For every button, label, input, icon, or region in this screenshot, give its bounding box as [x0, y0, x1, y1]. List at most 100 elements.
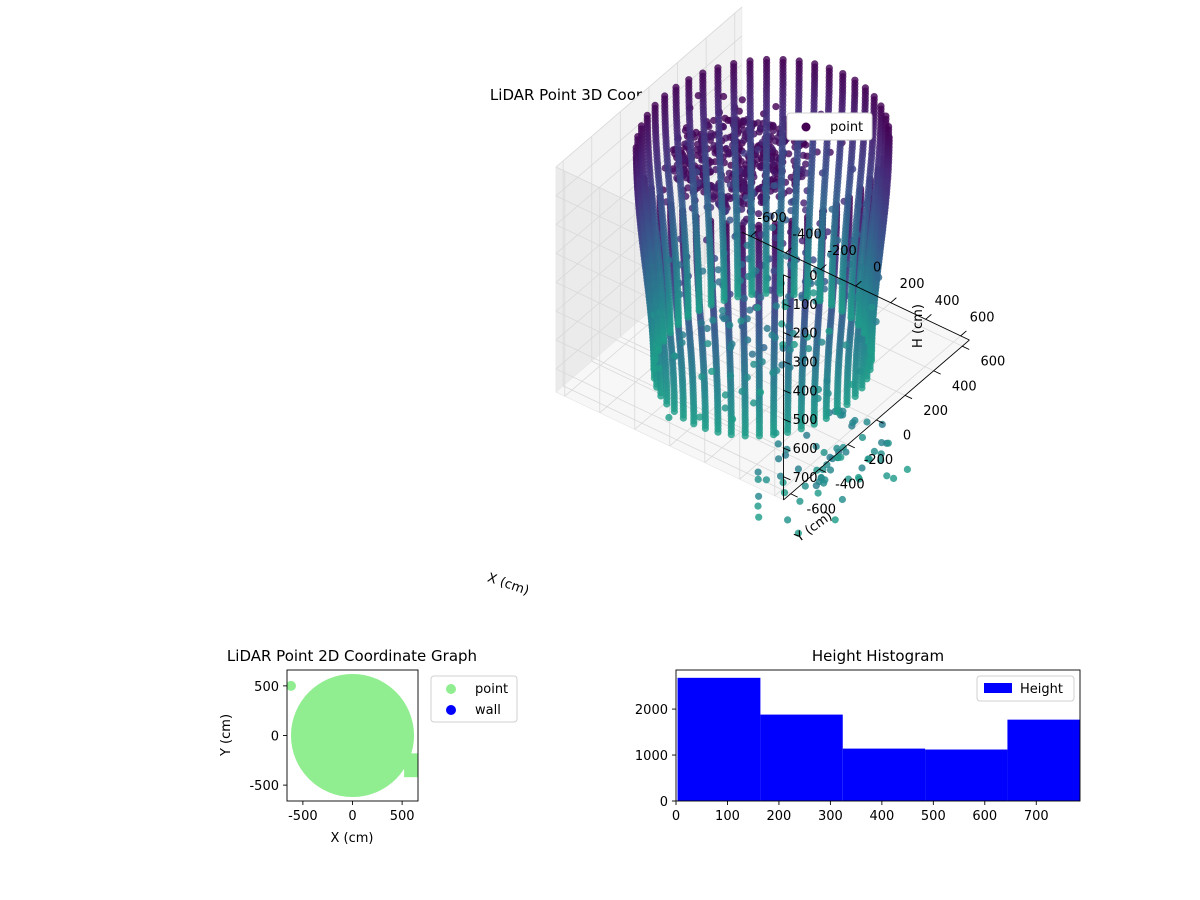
data-point [755, 432, 764, 440]
z-tick-label: 500 [793, 413, 818, 428]
chart-2d-title: LiDAR Point 2D Coordinate Graph [227, 647, 477, 665]
x-tick-label: 500 [390, 809, 415, 824]
data-point [798, 294, 806, 302]
data-point [813, 466, 821, 474]
data-point [709, 282, 717, 290]
data-point [727, 431, 735, 439]
x-tick-label: 300 [818, 809, 843, 824]
data-point [714, 428, 722, 436]
data-point [770, 406, 778, 414]
data-point [831, 516, 839, 524]
chart-3d-legend-marker [801, 122, 811, 132]
data-point [818, 338, 826, 346]
data-point [805, 345, 813, 353]
z-tick-label: 300 [793, 355, 818, 370]
data-point [692, 168, 701, 176]
data-point [825, 64, 833, 72]
chart-3d-axes: -600-400-2000200400600-600-400-200020040… [741, 211, 1005, 517]
x-tick-label: 0 [348, 809, 356, 824]
data-point [734, 293, 742, 301]
data-point [709, 316, 717, 324]
z-tick-label: 700 [793, 471, 818, 486]
data-point [824, 228, 832, 236]
data-point [794, 465, 803, 473]
data-point [755, 210, 763, 218]
data-point [756, 388, 765, 396]
data-point [697, 319, 705, 327]
data-point [679, 331, 687, 339]
data-point [872, 318, 880, 326]
chart-histogram-legend: Height [976, 675, 1075, 702]
data-point [703, 324, 711, 333]
data-point [844, 475, 853, 483]
chart-histogram-legend-label: Height [1020, 682, 1063, 697]
data-point [763, 324, 771, 333]
y-tick-label: -600 [807, 502, 837, 517]
data-point [753, 304, 762, 312]
z-tick-label: 200 [793, 327, 818, 342]
data-point [839, 407, 847, 415]
data-point [794, 529, 803, 537]
x-tick [960, 330, 967, 337]
chart-2d-legend-label-wall: wall [475, 703, 501, 718]
data-point [884, 439, 892, 447]
data-point [790, 340, 798, 349]
data-point [770, 267, 778, 275]
data-point [858, 464, 866, 472]
data-point [659, 337, 668, 345]
data-point [738, 387, 746, 395]
y-tick [962, 345, 970, 350]
x-tick-label: 500 [921, 809, 946, 824]
data-point [754, 119, 762, 127]
chart-histogram: Height Histogram 0 100 200 300 400 500 600 7000… [635, 647, 1081, 824]
data-point [772, 103, 780, 111]
x-tick [890, 297, 897, 304]
x-tick-label: -200 [827, 244, 857, 259]
chart-2d-ylabel: Y (cm) [219, 714, 234, 757]
data-point [743, 315, 751, 323]
data-point [665, 413, 673, 422]
x-tick-label: -600 [757, 211, 787, 226]
data-point [800, 199, 808, 207]
data-point [773, 366, 781, 375]
data-point [739, 178, 748, 186]
data-point [814, 394, 822, 402]
data-point [809, 289, 818, 297]
data-point [796, 497, 804, 505]
data-point [750, 399, 758, 407]
data-point [704, 340, 712, 348]
data-point [678, 339, 686, 347]
z-tick-label: 600 [793, 442, 818, 457]
z-tick-label: 100 [793, 298, 818, 313]
data-point [820, 448, 828, 457]
z-tick-label: 0 [809, 269, 817, 284]
chart-3d-legend: point [786, 112, 873, 141]
data-point [721, 404, 729, 412]
chart-histogram-plot: 0 100 200 300 400 500 600 700 0 1000 2000 [635, 669, 1081, 824]
data-point [754, 468, 762, 476]
data-point [775, 455, 783, 463]
z-tick-label: 400 [793, 384, 818, 399]
data-point [882, 112, 890, 120]
x-tick-label: 200 [900, 277, 925, 292]
data-point [684, 184, 692, 192]
data-point [754, 502, 762, 510]
data-point [754, 475, 762, 483]
x-tick [855, 280, 862, 287]
data-point [778, 320, 786, 328]
data-point [824, 389, 832, 397]
x-tick [925, 314, 932, 320]
data-point [779, 341, 787, 349]
data-point [903, 465, 912, 473]
data-point [772, 302, 780, 310]
data-point [834, 236, 842, 244]
data-point [812, 442, 820, 451]
x-axis-line [741, 231, 970, 341]
data-point [770, 182, 778, 190]
data-point [760, 344, 768, 352]
data-point [707, 301, 715, 309]
chart-2d-plot: -500 0 500 -500 0 500 [249, 669, 419, 824]
data-point [774, 440, 782, 448]
data-point [851, 416, 859, 425]
x-tick [750, 231, 757, 237]
